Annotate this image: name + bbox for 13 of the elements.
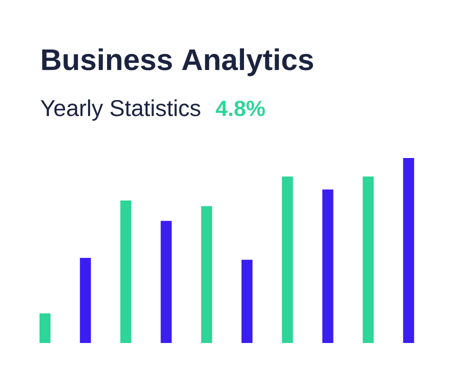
bar bbox=[40, 313, 51, 343]
chart-subtitle: Yearly Statistics bbox=[40, 99, 200, 121]
bar bbox=[362, 176, 374, 343]
bar bbox=[120, 200, 132, 343]
bar bbox=[242, 260, 253, 343]
text: 4.8% bbox=[216, 100, 265, 116]
bar bbox=[322, 189, 334, 343]
bar bbox=[160, 220, 172, 343]
chart-title: Business Analytics bbox=[42, 48, 314, 76]
bar bbox=[282, 176, 293, 343]
bar bbox=[80, 258, 91, 343]
bar bbox=[403, 158, 414, 343]
bar bbox=[201, 206, 212, 343]
